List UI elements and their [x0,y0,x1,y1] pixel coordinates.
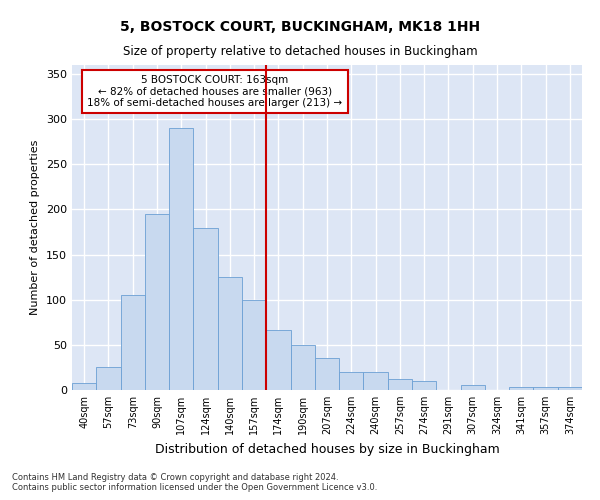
Text: 5, BOSTOCK COURT, BUCKINGHAM, MK18 1HH: 5, BOSTOCK COURT, BUCKINGHAM, MK18 1HH [120,20,480,34]
Bar [509,388,533,390]
Bar [412,381,436,390]
Text: 5 BOSTOCK COURT: 163sqm
← 82% of detached houses are smaller (963)
18% of semi-d: 5 BOSTOCK COURT: 163sqm ← 82% of detache… [87,74,343,108]
Bar [364,372,388,390]
Bar [315,358,339,390]
Bar [290,345,315,390]
Bar [388,379,412,390]
Bar [145,214,169,390]
Bar [96,368,121,390]
Text: Contains public sector information licensed under the Open Government Licence v3: Contains public sector information licen… [12,483,377,492]
Bar [218,277,242,390]
Y-axis label: Number of detached properties: Number of detached properties [31,140,40,315]
Bar [533,388,558,390]
Bar [72,383,96,390]
Text: Size of property relative to detached houses in Buckingham: Size of property relative to detached ho… [122,45,478,58]
Bar [558,388,582,390]
Bar [461,386,485,390]
Bar [193,228,218,390]
Bar [266,330,290,390]
Bar [169,128,193,390]
Text: Contains HM Land Registry data © Crown copyright and database right 2024.: Contains HM Land Registry data © Crown c… [12,473,338,482]
Bar [242,300,266,390]
X-axis label: Distribution of detached houses by size in Buckingham: Distribution of detached houses by size … [155,442,499,456]
Bar [339,372,364,390]
Bar [121,295,145,390]
